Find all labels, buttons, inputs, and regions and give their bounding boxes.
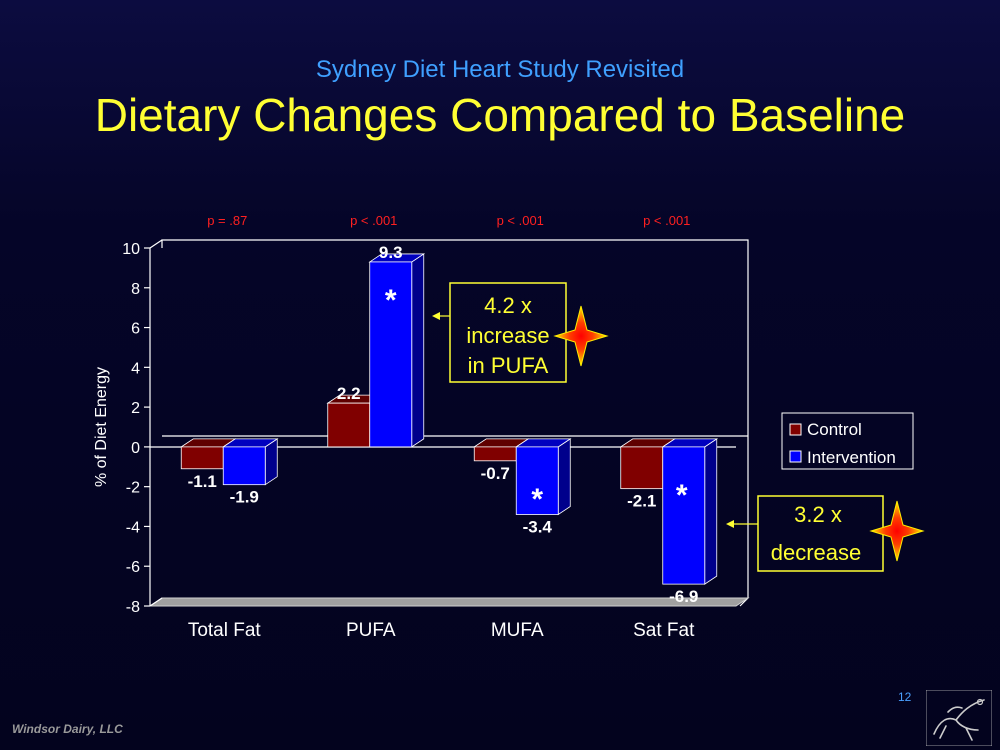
y-tick-label: -6 xyxy=(126,559,140,576)
legend-swatch-intervention xyxy=(789,450,802,463)
annotation-line: increase xyxy=(466,323,549,348)
slide-title: Dietary Changes Compared to Baseline xyxy=(94,89,906,141)
y-tick-label: 0 xyxy=(131,440,140,457)
annotation-pufa-increase: 4.2 x increase in PUFA xyxy=(432,282,567,383)
annotation-line: in PUFA xyxy=(468,353,549,378)
chart-floor xyxy=(148,597,750,607)
p-value-label: p = .87 xyxy=(207,213,247,228)
p-value-label: p < .001 xyxy=(643,213,690,228)
y-tick-label: -2 xyxy=(126,480,140,497)
bar-intervention xyxy=(515,446,559,515)
legend-label-intervention: Intervention xyxy=(807,448,896,467)
x-category-label: Sat Fat xyxy=(633,620,695,641)
bar-intervention xyxy=(369,261,413,448)
x-category-label: MUFA xyxy=(491,620,544,641)
bar-control xyxy=(180,446,224,470)
bar-control xyxy=(327,402,371,448)
bar-intervention xyxy=(222,446,266,486)
y-axis-depth-top xyxy=(149,239,163,249)
x-category-label: Total Fat xyxy=(188,620,262,641)
y-axis-title: % of Diet Energy xyxy=(93,367,110,487)
annotation-line: 4.2 x xyxy=(484,293,532,318)
data-label: 2.2 xyxy=(337,384,361,403)
p-value-label: p < .001 xyxy=(497,213,544,228)
significance-marker: * xyxy=(531,483,543,516)
data-label: -1.9 xyxy=(230,488,259,507)
bars xyxy=(179,253,719,585)
plot-frame xyxy=(161,239,749,607)
data-labels: -1.1 -1.9 2.2 9.3 * -0.7 -3.4 * -2.1 -6.9 * xyxy=(188,243,699,606)
plot-area xyxy=(148,239,750,607)
bar-control xyxy=(473,446,517,462)
data-label: -6.9 xyxy=(669,587,698,606)
y-tick-label: -4 xyxy=(126,519,140,536)
data-label: -0.7 xyxy=(481,464,510,483)
sparkle-star-icon xyxy=(869,500,925,562)
p-values: p = .87 p < .001 p < .001 p < .001 xyxy=(207,213,690,228)
x-category-label: PUFA xyxy=(346,620,396,641)
y-tick-label: 4 xyxy=(131,360,140,377)
significance-marker: * xyxy=(385,284,397,317)
y-tick-label: 10 xyxy=(122,241,140,258)
windsor-logo-icon xyxy=(926,690,992,746)
legend: Control Intervention xyxy=(781,412,914,470)
bar-intervention xyxy=(662,446,706,585)
y-tick-label: 6 xyxy=(131,321,140,338)
sparkle-star-icon xyxy=(553,305,609,367)
y-tick-label: 8 xyxy=(131,281,140,298)
x-axis-labels: Total Fat PUFA MUFA Sat Fat xyxy=(188,620,695,641)
slide-number: 12 xyxy=(898,690,912,704)
legend-swatch-control xyxy=(789,423,802,436)
y-tick-label: -8 xyxy=(126,599,140,616)
y-tick-label: 2 xyxy=(131,400,140,417)
bar-side xyxy=(704,438,718,585)
bar-side xyxy=(557,438,571,516)
data-label: 9.3 xyxy=(379,243,403,262)
annotation-satfat-decrease: 3.2 x decrease xyxy=(726,495,884,572)
data-label: -2.1 xyxy=(627,492,656,511)
bar-side xyxy=(411,253,425,448)
legend-box xyxy=(781,412,914,470)
annotation-line: 3.2 x xyxy=(794,502,842,527)
data-label: -3.4 xyxy=(523,518,553,537)
legend-label-control: Control xyxy=(807,420,862,439)
annotation-line: decrease xyxy=(771,540,862,565)
y-axis-ticks: 10 8 6 4 2 0 -2 -4 -6 -8 xyxy=(122,241,150,616)
slide-subtitle: Sydney Diet Heart Study Revisited xyxy=(315,56,685,83)
significance-marker: * xyxy=(676,479,688,512)
bar-control xyxy=(620,446,664,490)
arrow-head-icon xyxy=(432,312,440,320)
p-value-label: p < .001 xyxy=(350,213,397,228)
y-axis-depth-bottom xyxy=(149,597,163,607)
arrow-head-icon xyxy=(726,520,734,528)
data-label: -1.1 xyxy=(188,472,217,491)
footer-company: Windsor Dairy, LLC xyxy=(12,722,123,736)
